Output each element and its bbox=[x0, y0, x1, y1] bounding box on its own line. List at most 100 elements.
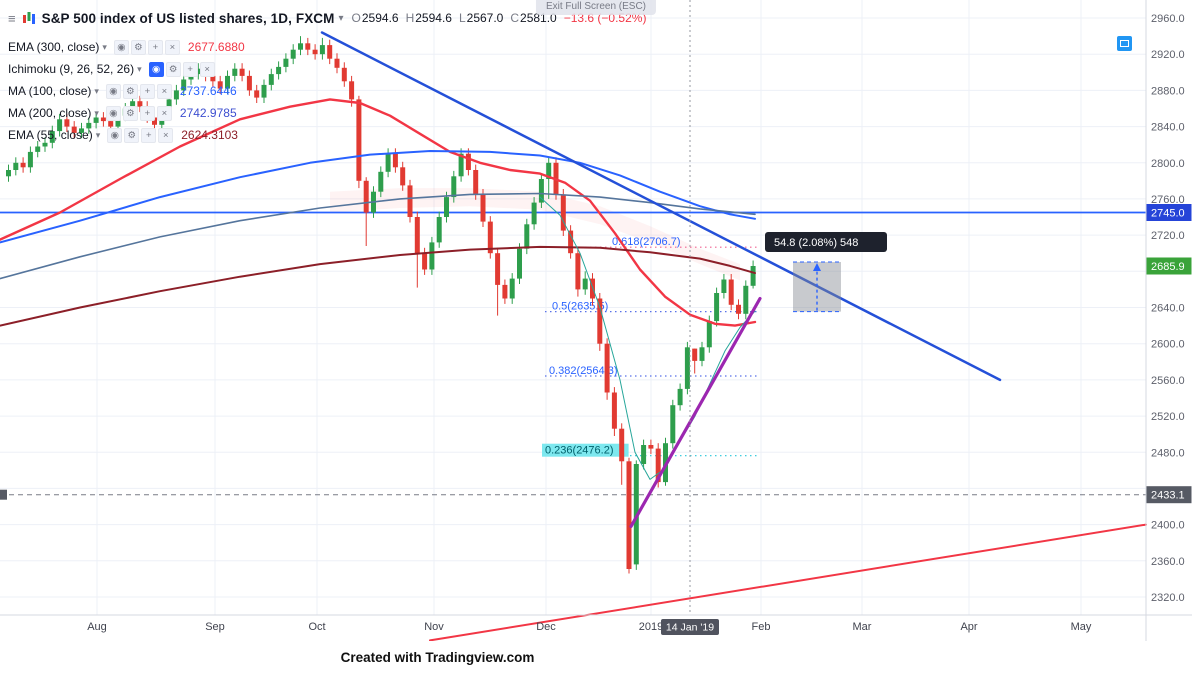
eye-icon[interactable]: ◉ bbox=[148, 61, 164, 77]
chevron-down-icon[interactable]: ▾ bbox=[102, 41, 107, 52]
price-tick: 2880.0 bbox=[1151, 85, 1185, 97]
open-value: 2594.6 bbox=[361, 11, 399, 25]
horizontal-lines[interactable] bbox=[0, 211, 1146, 496]
price-tick: 2480.0 bbox=[1151, 447, 1185, 459]
time-tick: Oct bbox=[308, 621, 325, 633]
grid bbox=[0, 0, 1146, 615]
camera-icon bbox=[1120, 40, 1129, 47]
fib-retracement[interactable]: 0.618(2706.7) 0.5(2635.5) 0.382(2564.3) 0.2… bbox=[542, 236, 758, 457]
plus-icon[interactable]: + bbox=[147, 39, 163, 55]
price-tick: 2320.0 bbox=[1151, 592, 1185, 604]
time-tick: Apr bbox=[960, 621, 977, 633]
price-tick: 2400.0 bbox=[1151, 520, 1185, 532]
eye-icon[interactable]: ◉ bbox=[107, 127, 123, 143]
indicator-row[interactable]: MA (200, close) ▾ ◉ ⚙ + × 2742.9785 bbox=[8, 102, 646, 124]
gear-icon[interactable]: ⚙ bbox=[122, 105, 138, 121]
gear-icon[interactable]: ⚙ bbox=[122, 83, 138, 99]
overlay-ema-300 bbox=[0, 245, 756, 327]
plus-icon[interactable]: + bbox=[139, 83, 155, 99]
indicator-value: 2737.6446 bbox=[179, 84, 237, 98]
rising-support[interactable] bbox=[429, 523, 1147, 642]
price-badge bbox=[1146, 257, 1192, 275]
chevron-down-icon[interactable]: ▾ bbox=[94, 85, 99, 96]
indicator-list: EMA (300, close) ▾ ◉ ⚙ + × 2677.6880 Ichimoku (… bbox=[8, 36, 646, 146]
time-tick: May bbox=[1071, 621, 1092, 633]
gear-icon[interactable]: ⚙ bbox=[124, 127, 140, 143]
price-chart-canvas[interactable]: 0.618(2706.7) 0.5(2635.5) 0.382(2564.3) 0.2… bbox=[0, 0, 1192, 642]
price-tick: 2960.0 bbox=[1151, 13, 1185, 25]
price-tick: 2560.0 bbox=[1151, 375, 1185, 387]
close-icon[interactable]: × bbox=[164, 39, 180, 55]
overlay-ema-55 bbox=[0, 98, 757, 327]
indicator-label: EMA (55, close) bbox=[8, 128, 93, 142]
time-tick: Mar bbox=[853, 621, 872, 633]
price-tick: 2840.0 bbox=[1151, 122, 1185, 134]
indicator-label: EMA (300, close) bbox=[8, 40, 100, 54]
snapshot-button[interactable] bbox=[1117, 36, 1132, 51]
indicator-label: MA (100, close) bbox=[8, 84, 92, 98]
time-axis[interactable]: Aug Sep Oct Nov Dec 2019 Feb Mar Apr May 14 Jan '1… bbox=[87, 619, 1092, 635]
footer-credit-bar: Created with Tradingview.com bbox=[0, 641, 875, 674]
chevron-down-icon[interactable]: ▾ bbox=[338, 12, 344, 24]
indicator-row[interactable]: EMA (300, close) ▾ ◉ ⚙ + × 2677.6880 bbox=[8, 36, 646, 58]
indicator-label: Ichimoku (9, 26, 52, 26) bbox=[8, 62, 135, 76]
indicator-row[interactable]: EMA (55, close) ▾ ◉ ⚙ + × 2624.3103 bbox=[8, 124, 646, 146]
low-value: 2567.0 bbox=[466, 11, 504, 25]
time-tick: Nov bbox=[424, 621, 444, 633]
time-tick: 2019 bbox=[639, 621, 663, 633]
gear-icon[interactable]: ⚙ bbox=[165, 61, 181, 77]
fib-label: 0.236(2476.2) bbox=[545, 445, 614, 457]
high-value: 2594.6 bbox=[415, 11, 452, 25]
symbol-title[interactable]: S&P 500 index of US listed shares, 1D, F… bbox=[41, 10, 335, 26]
time-tick: Dec bbox=[536, 621, 556, 633]
eye-icon[interactable]: ◉ bbox=[113, 39, 129, 55]
symbol-chart-icon bbox=[22, 11, 36, 25]
price-badge bbox=[1146, 204, 1192, 221]
fib-label: 0.5(2635.5) bbox=[552, 301, 608, 313]
price-tick: 2760.0 bbox=[1151, 194, 1185, 206]
eye-icon[interactable]: ◉ bbox=[105, 83, 121, 99]
measure-tool[interactable]: 54.8 (2.08%) 548 bbox=[765, 232, 887, 313]
close-icon[interactable]: × bbox=[158, 127, 174, 143]
indicator-row[interactable]: Ichimoku (9, 26, 52, 26) ▾ ◉ ⚙ + × bbox=[8, 58, 646, 80]
descending-resistance[interactable] bbox=[320, 31, 1002, 382]
chevron-down-icon[interactable]: ▾ bbox=[95, 129, 101, 140]
price-tick: 2600.0 bbox=[1151, 339, 1185, 351]
legend-menu-icon[interactable]: ≡ bbox=[8, 10, 16, 26]
exit-fullscreen-hint: Exit Full Screen (ESC) bbox=[535, 0, 657, 15]
price-badge bbox=[1146, 486, 1192, 504]
price-tick: 2720.0 bbox=[1151, 230, 1185, 242]
crosshair-date-text: 14 Jan '19 bbox=[666, 622, 714, 634]
credit-text: Created with Tradingview.com bbox=[340, 650, 535, 665]
close-icon[interactable]: × bbox=[156, 105, 172, 121]
fib-label: 0.618(2706.7) bbox=[612, 236, 681, 248]
fib-label: 0.382(2564.3) bbox=[549, 365, 618, 377]
chevron-down-icon[interactable]: ▾ bbox=[137, 63, 142, 74]
plus-icon[interactable]: + bbox=[182, 61, 198, 77]
indicator-value: 2677.6880 bbox=[187, 40, 245, 54]
close-icon[interactable]: × bbox=[156, 83, 172, 99]
price-tick: 2920.0 bbox=[1151, 49, 1185, 61]
plus-icon[interactable]: + bbox=[141, 127, 157, 143]
measure-tooltip bbox=[765, 232, 887, 252]
price-tick: 2520.0 bbox=[1151, 411, 1185, 423]
price-tick: 2640.0 bbox=[1151, 303, 1185, 315]
time-tick: Sep bbox=[205, 621, 225, 633]
gear-icon[interactable]: ⚙ bbox=[130, 39, 146, 55]
breakout-line[interactable] bbox=[629, 296, 762, 529]
plus-icon[interactable]: + bbox=[139, 105, 155, 121]
overlay-ma-100 bbox=[0, 150, 756, 244]
time-tick: Feb bbox=[752, 621, 771, 633]
price-tick: 2800.0 bbox=[1151, 158, 1185, 170]
price-axis[interactable]: 2960.0 2920.0 2880.0 2840.0 2800.0 2760.0 2720… bbox=[1146, 13, 1192, 604]
indicator-row[interactable]: MA (100, close) ▾ ◉ ⚙ + × 2737.6446 bbox=[8, 80, 646, 102]
time-tick: Aug bbox=[87, 621, 107, 633]
measure-tooltip-text: 54.8 (2.08%) 548 bbox=[774, 237, 858, 249]
chevron-down-icon[interactable]: ▾ bbox=[94, 107, 99, 118]
alert-tag[interactable] bbox=[0, 489, 7, 500]
eye-icon[interactable]: ◉ bbox=[105, 105, 121, 121]
close-icon[interactable]: × bbox=[199, 61, 215, 77]
price-badge-text: 2433.1 bbox=[1151, 490, 1185, 502]
overlay-ichimoku-tenkan bbox=[539, 196, 756, 480]
